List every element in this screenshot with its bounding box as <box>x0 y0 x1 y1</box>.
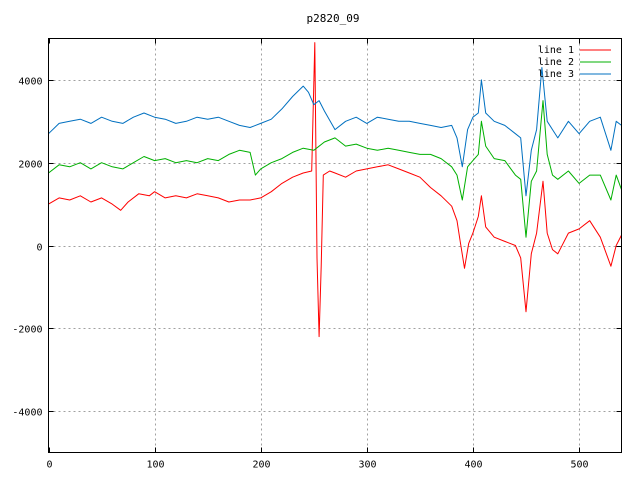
series-layer <box>48 42 622 338</box>
y-tick-label: 4000 <box>18 77 42 88</box>
series-line-2 <box>48 100 622 238</box>
x-tick-label: 100 <box>146 460 164 471</box>
plot-frame <box>48 38 622 453</box>
axis-ticks: 0 100 200 300 400 500 -4000 -2000 0 2000 4000 <box>12 38 622 471</box>
x-tick-label: 200 <box>252 460 270 471</box>
y-tick-label: -4000 <box>12 408 42 419</box>
chart-title: p2820_09 <box>307 12 360 25</box>
y-tick-label: 0 <box>36 243 42 254</box>
series-line-3 <box>48 67 622 197</box>
grid <box>48 38 622 453</box>
legend-label-2: line 2 <box>538 57 574 68</box>
legend-label-1: line 1 <box>538 45 574 56</box>
x-tick-label: 400 <box>464 460 482 471</box>
x-tick-label: 500 <box>570 460 588 471</box>
series-line-1 <box>48 42 622 338</box>
y-tick-label: -2000 <box>12 325 42 336</box>
y-tick-label: 2000 <box>18 160 42 171</box>
x-tick-label: 0 <box>46 460 52 471</box>
x-tick-label: 300 <box>358 460 376 471</box>
legend-label-3: line 3 <box>538 69 574 80</box>
